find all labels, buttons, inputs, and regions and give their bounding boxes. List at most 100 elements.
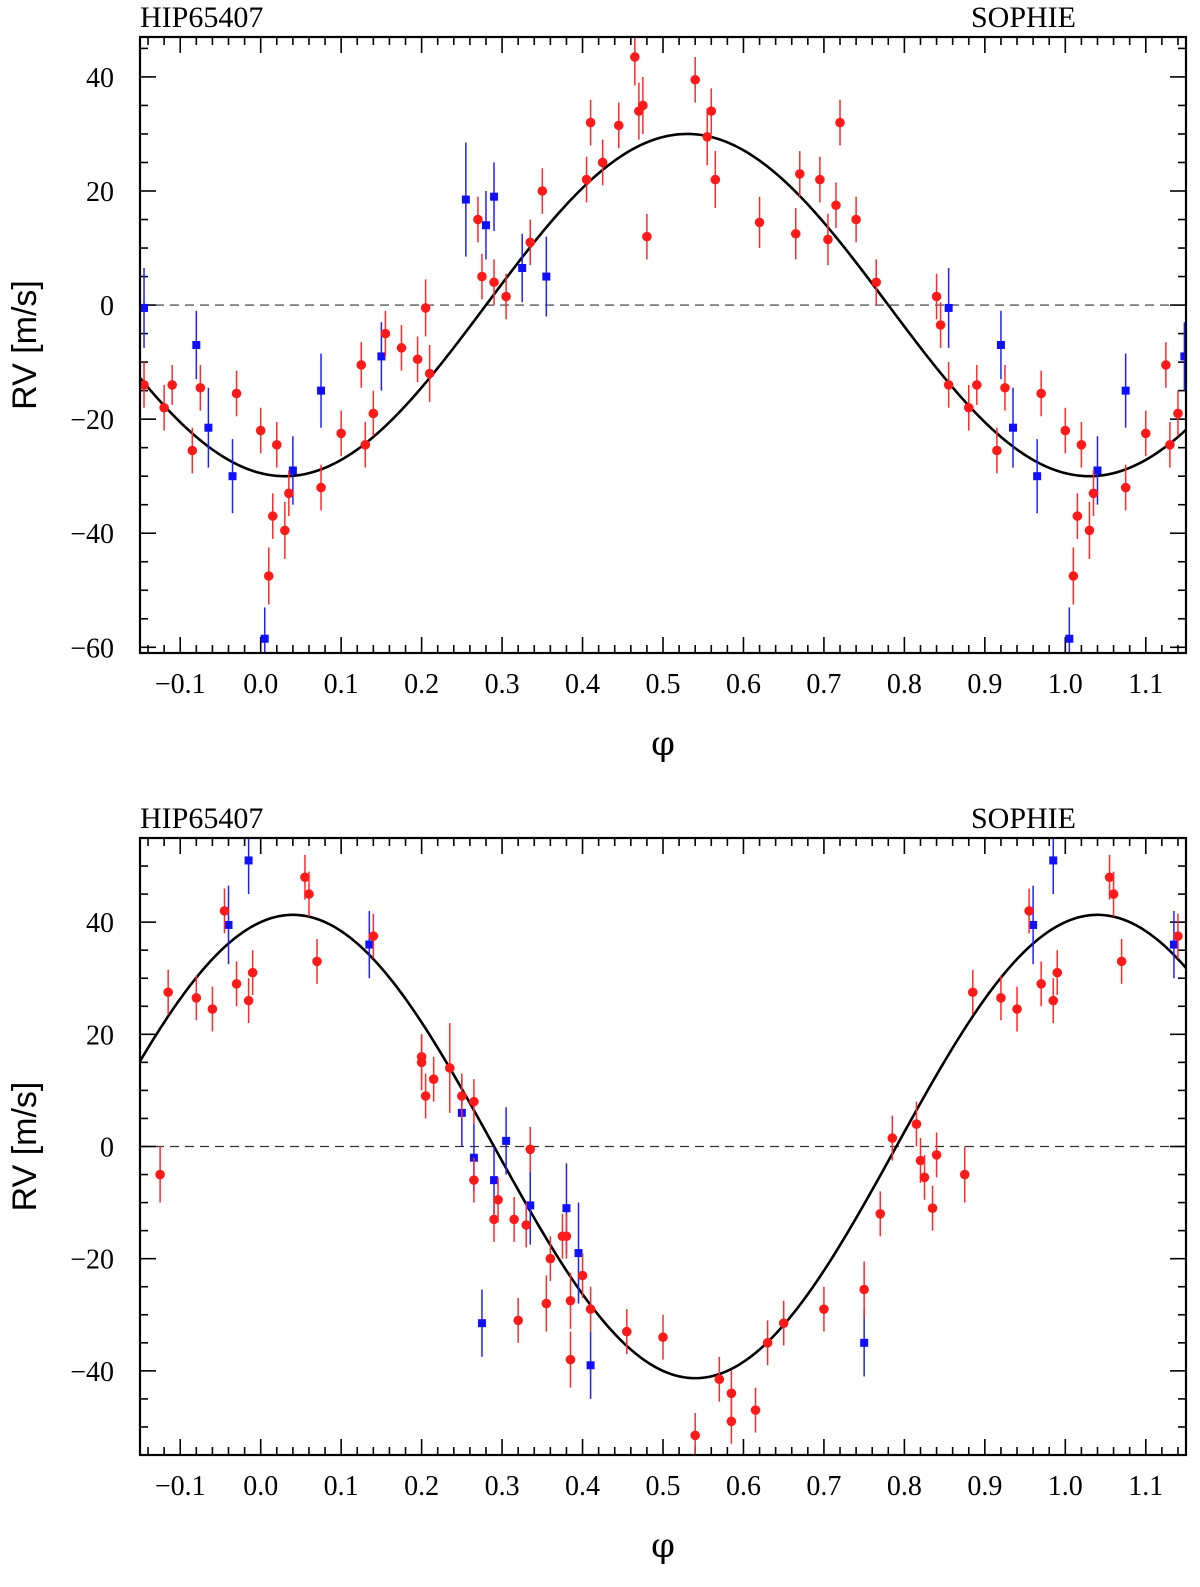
rv-point-square [542, 236, 551, 317]
marker-circle [750, 1405, 761, 1415]
rv-point-circle [428, 1056, 439, 1102]
marker-circle [963, 402, 974, 413]
rv-point-circle [911, 1101, 922, 1147]
x-tick-label: 1.1 [1128, 1471, 1163, 1502]
marker-circle [280, 525, 290, 536]
x-tick-label: 0.6 [726, 1471, 761, 1502]
marker-square [518, 264, 527, 272]
rv-point-circle [420, 1073, 431, 1119]
marker-circle [231, 388, 242, 399]
x-tick-label: 1.0 [1048, 669, 1083, 700]
y-tick-label: 20 [86, 177, 114, 208]
marker-square [481, 221, 490, 230]
rv-point-circle [859, 1261, 869, 1318]
marker-circle [597, 157, 608, 168]
marker-circle [577, 1270, 588, 1281]
rv-point-circle [875, 1191, 886, 1237]
rv-point-square [1180, 322, 1186, 391]
rv-point-circle [1088, 470, 1099, 517]
y-tick-label: 40 [86, 63, 114, 94]
rv-point-square [477, 1289, 486, 1357]
x-tick-label: 0.5 [646, 1471, 681, 1502]
marker-circle [915, 1155, 926, 1166]
x-tick-label: −0.1 [155, 669, 206, 700]
x-tick-label: 0.8 [887, 1471, 922, 1502]
marker-circle [1052, 967, 1063, 978]
marker-circle [304, 889, 314, 899]
rv-point-square [502, 1107, 511, 1175]
rv-point-circle [525, 1126, 536, 1172]
marker-circle [931, 1150, 942, 1160]
marker-square [1093, 466, 1102, 475]
rv-point-square [365, 910, 374, 979]
marker-circle [1000, 382, 1010, 393]
rv-point-circle [525, 219, 536, 266]
marker-circle [819, 1304, 829, 1314]
rv-point-circle [537, 168, 548, 214]
rv-point-square [461, 142, 470, 257]
rv-point-circle [304, 871, 314, 917]
marker-circle [1012, 1004, 1022, 1014]
rv-point-circle [1108, 871, 1119, 917]
marker-circle [859, 1284, 869, 1295]
marker-circle [1108, 889, 1119, 899]
y-tick-label: 20 [86, 1020, 114, 1051]
rv-point-circle [561, 1213, 572, 1259]
rv-point-circle [267, 493, 278, 539]
marker-circle [585, 1304, 596, 1314]
rv-point-circle [360, 422, 371, 468]
rv-point-circle [191, 975, 202, 1021]
marker-circle [477, 271, 487, 282]
rv-point-circle [919, 1154, 930, 1200]
plot-frame [138, 35, 1188, 655]
marker-circle [714, 1374, 725, 1385]
marker-square [502, 1136, 511, 1145]
marker-circle [1036, 388, 1046, 399]
rv-point-circle [493, 1177, 503, 1223]
rv-point-circle [541, 1275, 552, 1332]
instrument-label: SOPHIE [971, 1, 1076, 34]
rv-point-square [1009, 387, 1018, 468]
rv-point-circle [187, 427, 198, 474]
marker-circle [621, 1326, 632, 1337]
rv-point-circle [613, 102, 624, 149]
rv-point-circle [473, 196, 483, 243]
y-tick-label: 0 [100, 1133, 114, 1164]
rv-point-circle [565, 1272, 576, 1329]
rv-point-circle [163, 969, 173, 1015]
rv-point-circle [457, 1073, 467, 1119]
marker-circle [790, 228, 801, 239]
marker-square [1065, 634, 1074, 643]
rv-point-square [1033, 439, 1042, 514]
rv-point-circle [1052, 950, 1063, 996]
rv-point-circle [368, 390, 379, 437]
marker-circle [1161, 360, 1171, 370]
marker-square [140, 303, 149, 312]
marker-circle [231, 979, 242, 989]
marker-circle [469, 1175, 479, 1185]
marker-circle [420, 1091, 431, 1101]
rv-point-circle [155, 1146, 165, 1203]
top-panel-hip65407: HIP65407 SOPHIE −0.1 0.0 0.1 0.2 0.3 0.4 0.5 0.6 0… [6, 1, 1188, 764]
marker-square [1049, 856, 1058, 865]
rv-point-circle [581, 156, 592, 203]
rv-point-circle [1161, 342, 1171, 388]
marker-circle [247, 967, 258, 978]
marker-circle [658, 1332, 668, 1343]
marker-circle [835, 117, 845, 128]
marker-circle [823, 234, 833, 245]
marker-circle [167, 380, 177, 390]
marker-square [996, 341, 1005, 349]
rv-point-circle [1060, 407, 1071, 454]
rv-point-circle [823, 213, 833, 266]
y-axis-label: RV [m/s] [6, 1082, 44, 1212]
rv-point-square [860, 1309, 869, 1377]
marker-circle [710, 174, 721, 185]
marker-circle [1165, 440, 1175, 450]
marker-circle [509, 1214, 519, 1225]
rv-point-circle [887, 1115, 898, 1161]
rv-point-circle [489, 1196, 499, 1242]
marker-square [477, 1319, 486, 1328]
rv-point-circle [935, 302, 946, 348]
marker-circle [726, 1416, 737, 1427]
